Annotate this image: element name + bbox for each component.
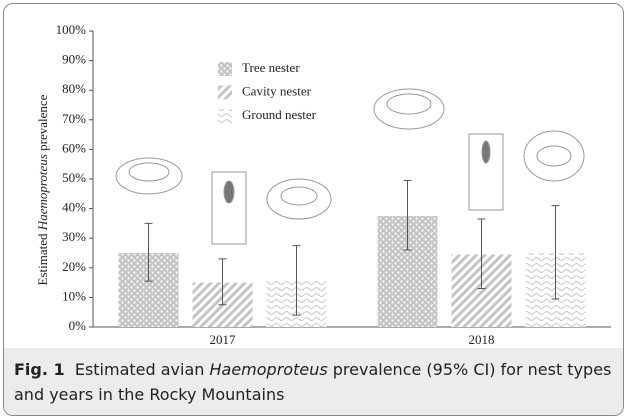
legend-swatch (218, 86, 232, 100)
legend-swatch (218, 109, 232, 123)
legend-label: Tree nester (242, 60, 300, 75)
y-tick-label: 70% (62, 111, 86, 126)
y-tick-label: 20% (62, 259, 86, 274)
y-tick-label: 30% (62, 229, 86, 244)
x-tick-label: 2017 (210, 332, 237, 347)
caption-italic: Haemoproteus (210, 360, 328, 379)
caption-text: Estimated avian (75, 360, 205, 379)
y-tick-label: 50% (62, 170, 86, 185)
caption-label: Fig. 1 (14, 360, 65, 379)
y-axis-title: Estimated Haemoproteus prevalence (35, 94, 50, 285)
legend-swatch (218, 62, 232, 76)
legend-label: Cavity nester (242, 83, 312, 98)
x-tick-label: 2018 (469, 332, 495, 347)
y-tick-label: 60% (62, 140, 86, 155)
y-tick-label: 10% (62, 288, 86, 303)
legend-label: Ground nester (242, 107, 317, 122)
y-tick-label: 100% (56, 22, 87, 37)
figure: Estimated Haemoproteus prevalence 0% 10% 2… (3, 3, 624, 416)
y-tick-label: 80% (62, 81, 86, 96)
y-tick-label: 40% (62, 200, 86, 215)
chart: Estimated Haemoproteus prevalence 0% 10% 2… (4, 4, 623, 348)
y-tick-label: 90% (62, 52, 86, 67)
nest-illustrations (116, 89, 584, 244)
caption: Fig. 1 Estimated avian Haemoproteus prev… (4, 348, 623, 415)
y-tick-label: 0% (69, 318, 87, 333)
